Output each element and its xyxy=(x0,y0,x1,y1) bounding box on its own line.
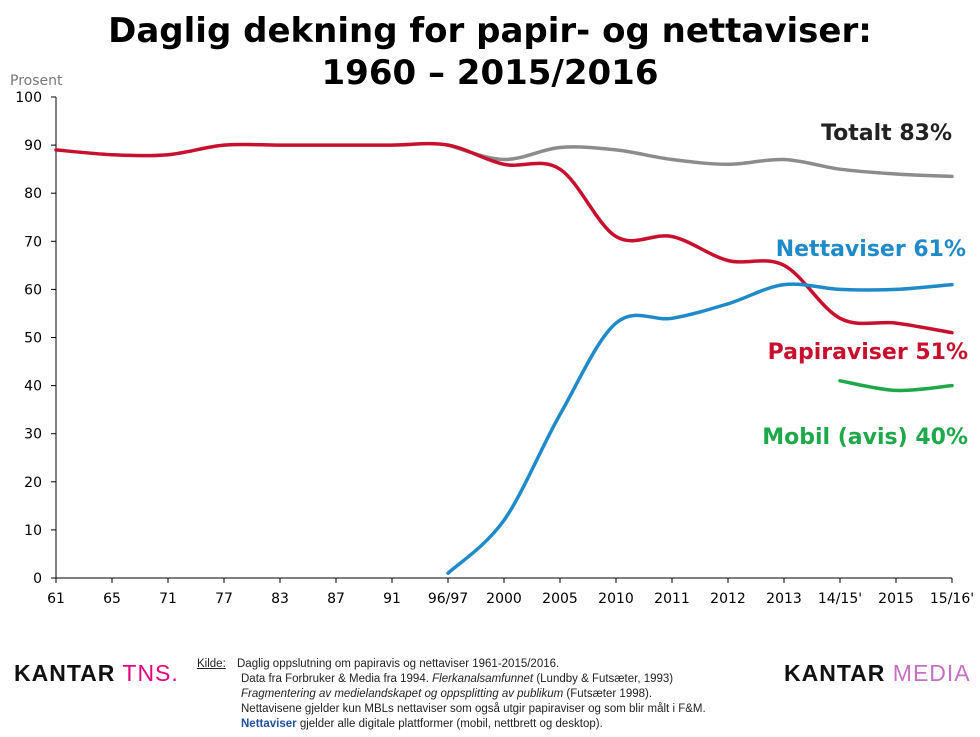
y-axis-label: Prosent xyxy=(10,73,63,89)
x-tick-label: 65 xyxy=(103,591,121,607)
chart-title: Daglig dekning for papir- og nettaviser:… xyxy=(0,10,980,94)
y-tick-label: 20 xyxy=(24,475,42,491)
x-tick-label: 2000 xyxy=(486,591,522,607)
x-tick-label: 2010 xyxy=(598,591,634,607)
y-tick-label: 60 xyxy=(24,282,42,298)
chart-title-line2: 1960 – 2015/2016 xyxy=(321,53,659,93)
kantar-tns-logo: KANTAR TNS. xyxy=(14,660,179,686)
y-tick-label: 10 xyxy=(24,523,42,539)
series-mobil-line xyxy=(838,379,954,393)
source-line-4: Nettavisene gjelder kun MBLs nettaviser … xyxy=(241,703,706,715)
y-tick-label: 90 xyxy=(24,138,42,154)
series-totalt-label: Totalt 83% xyxy=(821,121,952,146)
source-line-2: Data fra Forbruker & Media fra 1994. Fle… xyxy=(241,673,674,685)
y-tick-label: 30 xyxy=(24,427,42,443)
source-line-1: Daglig oppslutning om papiravis og netta… xyxy=(237,658,560,670)
y-tick-label: 40 xyxy=(24,379,42,395)
y-tick-label: 80 xyxy=(24,186,42,202)
x-tick-label: 87 xyxy=(327,591,345,607)
series-nettaviser-line xyxy=(446,282,954,575)
x-tick-label: 2005 xyxy=(542,591,578,607)
x-tick-label: 61 xyxy=(47,591,65,607)
x-tick-label: 14/15' xyxy=(818,591,862,607)
chart-title-line1: Daglig dekning for papir- og nettaviser: xyxy=(108,11,872,51)
x-tick-label: 2013 xyxy=(766,591,802,607)
x-tick-label: 2011 xyxy=(654,591,690,607)
x-tick-label: 96/97 xyxy=(428,591,468,607)
y-tick-label: 50 xyxy=(24,331,42,347)
y-tick-label: 0 xyxy=(33,571,42,587)
x-tick-label: 83 xyxy=(271,591,289,607)
y-tick-label: 70 xyxy=(24,234,42,250)
series-papiraviser-label: Papiraviser 51% xyxy=(768,340,968,365)
y-tick-label: 100 xyxy=(15,90,42,106)
x-tick-label: 15/16' xyxy=(930,591,974,607)
series-mobil-label: Mobil (avis) 40% xyxy=(762,425,968,450)
series-totalt-line xyxy=(446,143,954,179)
x-tick-label: 2012 xyxy=(710,591,746,607)
kantar-media-logo: KANTAR MEDIA xyxy=(784,660,971,686)
source-line-5: Nettaviser gjelder alle digitale plattfo… xyxy=(241,718,603,730)
source-notes: Kilde: Daglig oppslutning om papiravis og… xyxy=(197,657,706,732)
series-papiraviser-line xyxy=(54,141,954,335)
source-key: Kilde: xyxy=(197,658,226,670)
line-chart: Prosent 0 10 20 30 40 50 60 70 80 90 100 61 65 71 77 83 8… xyxy=(10,73,974,607)
x-tick-label: 77 xyxy=(215,591,233,607)
x-tick-label: 91 xyxy=(383,591,401,607)
source-line-3: Fragmentering av medielandskapet og opps… xyxy=(241,688,653,700)
x-tick-label: 71 xyxy=(159,591,177,607)
series-nettaviser-label: Nettaviser 61% xyxy=(776,237,966,262)
x-tick-label: 2015 xyxy=(878,591,914,607)
